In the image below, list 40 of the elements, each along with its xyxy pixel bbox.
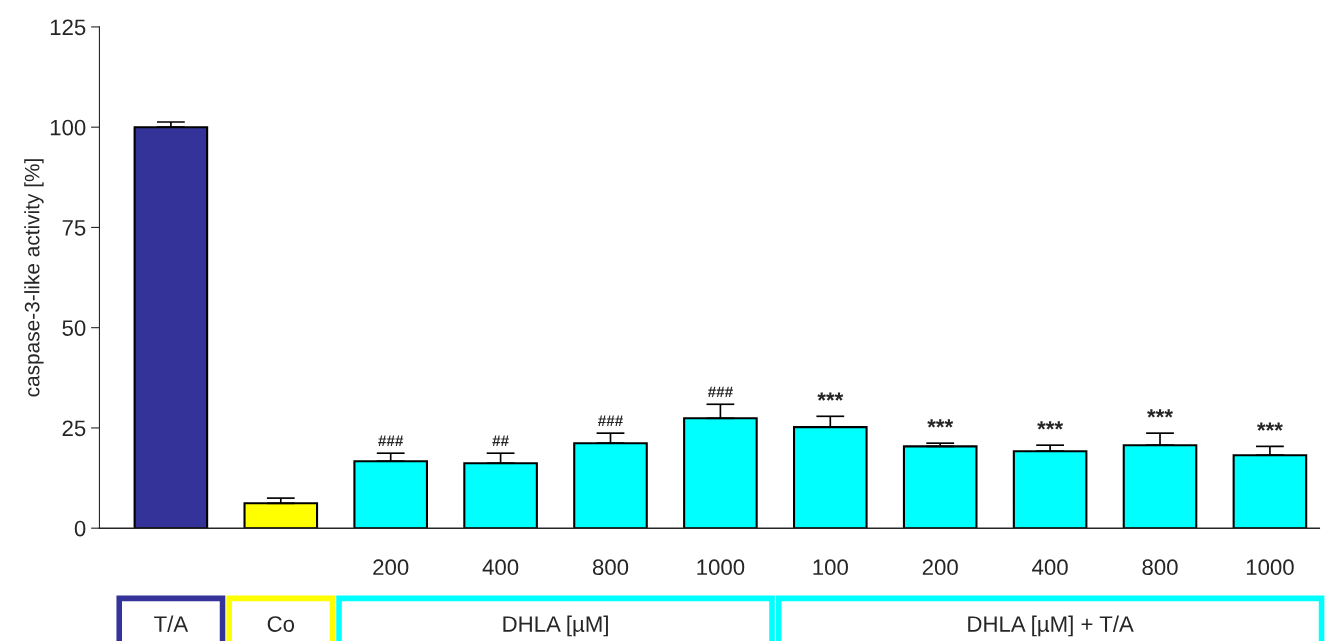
bar <box>243 502 319 529</box>
bar <box>463 462 538 529</box>
x-tick-label: 400 <box>482 559 519 576</box>
bar <box>1232 454 1308 529</box>
bar <box>683 417 758 529</box>
data-label: *** <box>1257 422 1283 431</box>
y-tick-label: 0 <box>74 520 86 537</box>
x-tick-label: 200 <box>373 559 409 576</box>
y-tick-label: 100 <box>50 119 86 136</box>
bar <box>133 126 209 529</box>
text: Co <box>267 616 295 632</box>
data-label: ## <box>492 435 509 447</box>
y-tick-label: 25 <box>62 420 86 437</box>
data-label: *** <box>1147 409 1173 418</box>
y-axis-title: caspase-3-like activity [%] <box>24 159 44 397</box>
x-tick-label: 1000 <box>697 559 745 576</box>
data-label: *** <box>1037 421 1064 430</box>
bar <box>1122 444 1198 529</box>
x-tick-label: 200 <box>922 559 958 576</box>
x-tick-label: 100 <box>813 559 848 576</box>
y-tick-label: 75 <box>62 220 86 236</box>
x-tick-label: 400 <box>1032 559 1068 576</box>
bar <box>793 426 868 529</box>
bar <box>902 445 978 529</box>
text: DHLA [µM] <box>503 615 608 637</box>
bar <box>573 442 648 529</box>
y-tick-label: 125 <box>50 19 86 36</box>
x-tick-label: 800 <box>592 559 629 576</box>
bar <box>353 460 428 529</box>
data-label: *** <box>927 419 954 428</box>
x-tick-label: 800 <box>1142 559 1178 576</box>
y-tick-label: 50 <box>62 320 86 336</box>
text: T/A <box>154 615 189 632</box>
data-label: ### <box>598 415 623 426</box>
bar <box>1012 450 1088 529</box>
data-label: ### <box>378 435 404 447</box>
data-label: ### <box>707 386 733 398</box>
text: DHLA [µM] + T/A <box>968 615 1134 637</box>
data-label: *** <box>817 392 844 401</box>
x-tick-label: 1000 <box>1246 559 1294 576</box>
